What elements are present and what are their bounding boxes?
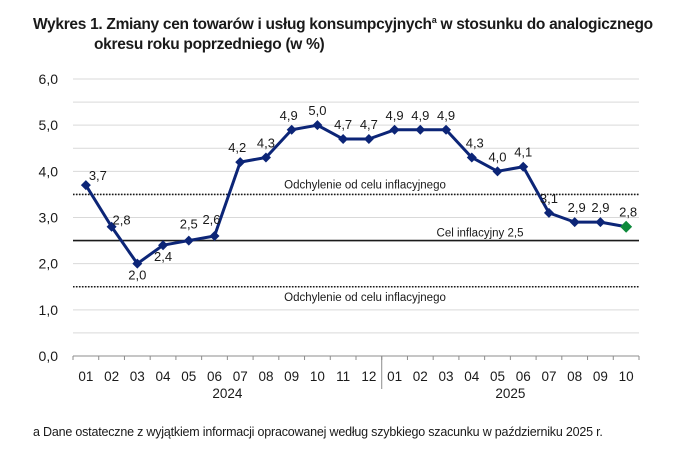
data-point [518,161,529,172]
data-label: 4,2 [228,140,246,155]
series-line [84,123,627,266]
data-label: 4,0 [488,149,506,164]
data-point [415,124,426,135]
data-label: 4,3 [257,135,275,150]
x-tick-label: 06 [207,369,222,384]
y-tick-label: 0,0 [39,348,59,364]
data-label: 2,0 [128,268,146,283]
data-label: 4,7 [360,117,378,132]
x-tick-label: 06 [516,369,531,384]
reference-line-label: Odchylenie od celu inflacyjnego [284,292,446,304]
y-tick-label: 2,0 [39,256,59,272]
title-footnote-marker: a [431,15,437,25]
data-label: 3,1 [540,191,558,206]
reference-line-label: Odchylenie od celu inflacyjnego [284,179,446,191]
data-point [338,134,349,145]
data-point [286,124,297,135]
data-label: 4,9 [280,108,298,123]
x-tick-label: 01 [78,369,93,384]
x-tick-label: 09 [593,369,608,384]
x-tick-label: 07 [541,369,556,384]
title-prefix: Wykres 1. Zmiany cen towarów i usług kon… [33,16,432,34]
data-point [466,152,477,163]
data-point [209,230,220,241]
chart-title: Wykres 1. Zmiany cen towarów i usług kon… [33,10,653,55]
data-point [158,240,169,251]
data-point [312,120,323,131]
data-label: 2,9 [591,200,609,215]
title-suffix: w stosunku do analogicznego [436,16,653,34]
data-point [543,207,554,218]
x-tick-label: 02 [413,369,428,384]
x-tick-label: 04 [464,369,480,384]
x-tick-label: 08 [258,369,273,384]
x-tick-label: 08 [567,369,582,384]
data-label: 4,9 [411,108,429,123]
footnote: a Dane ostateczne z wyjątkiem informacji… [33,425,603,439]
data-label: 2,8 [619,205,637,220]
title-line1: Wykres 1. Zmiany cen towarów i usług kon… [33,15,653,34]
x-tick-label: 01 [387,369,402,384]
x-tick-label: 09 [284,369,299,384]
x-tick-label: 10 [310,369,325,384]
x-tick-label: 12 [361,369,376,384]
data-label: 3,7 [89,168,107,183]
title-line2: okresu roku poprzedniego (w %) [94,36,325,54]
y-tick-label: 1,0 [39,302,59,318]
x-tick-label: 07 [233,369,248,384]
data-point-flash-estimate [620,220,633,233]
x-tick-label: 02 [104,369,119,384]
y-tick-label: 5,0 [39,117,59,133]
x-tick-label: 10 [619,369,634,384]
data-label: 2,9 [568,200,586,215]
x-tick-label: 03 [130,369,145,384]
data-label: 4,7 [334,117,352,132]
data-label: 2,8 [113,213,131,228]
data-point [80,180,91,191]
data-label: 4,1 [514,145,532,160]
data-point [595,217,606,228]
data-label: 4,9 [386,108,404,123]
y-tick-label: 4,0 [39,163,59,179]
data-label: 4,9 [437,108,455,123]
x-tick-label: 05 [181,369,196,384]
data-point [569,217,580,228]
data-label: 2,6 [202,212,220,227]
x-tick-label: 04 [156,369,172,384]
data-label: 2,5 [180,217,198,232]
data-label: 2,4 [154,249,172,264]
year-label: 2024 [212,386,243,401]
x-tick-label: 05 [490,369,505,384]
data-point [260,152,271,163]
data-point [363,134,374,145]
data-point [106,221,117,232]
x-tick-label: 11 [336,369,350,384]
x-tick-label: 03 [439,369,454,384]
data-label: 4,3 [466,135,484,150]
y-tick-label: 3,0 [39,210,59,226]
y-tick-label: 6,0 [39,71,59,87]
data-point [132,258,143,269]
data-point [183,235,194,246]
reference-line-label: Cel inflacyjny 2,5 [437,228,524,240]
data-label: 5,0 [308,103,326,118]
data-point [492,166,503,177]
data-point [389,124,400,135]
data-point [441,124,452,135]
data-point [235,157,246,168]
year-label: 2025 [495,386,525,401]
